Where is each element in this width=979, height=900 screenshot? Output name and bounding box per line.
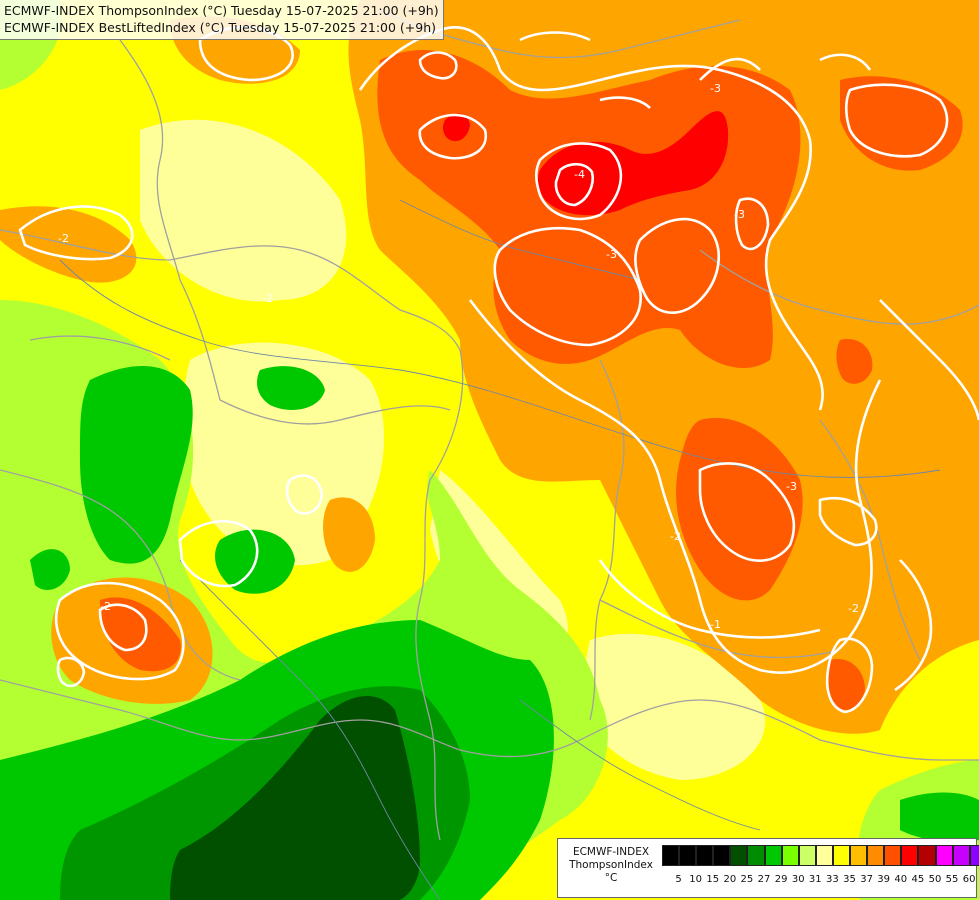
contour-label: -3 [606,248,617,261]
legend-swatch [679,845,697,866]
legend-tick: 60 [962,874,976,885]
legend-swatch [662,845,680,866]
legend-tick: 27 [757,874,771,885]
map-title-box: ECMWF-INDEX ThompsonIndex (°C) Tuesday 1… [0,0,444,40]
legend-swatch [832,845,851,866]
legend-tick: 37 [860,874,873,885]
legend-swatch [713,845,731,866]
contour-label: -3 [710,82,721,95]
legend-tick: 31 [808,874,822,885]
contour-label: -3 [734,208,745,221]
legend-tick: 55 [945,874,959,885]
contour-label: -3 [786,480,797,493]
red-zone [537,111,729,216]
legend-swatch [901,845,919,866]
legend-unit: °C [604,872,618,884]
pale-yellow-zone [580,633,766,780]
dark-orange-zone [826,659,865,710]
legend-tick: 15 [706,874,720,885]
legend-swatch [935,845,953,866]
contour-label: -2 [58,232,69,245]
legend-ticks: 5 10 15 20 25 27 29 30 31 33 35 37 39 40 45 50 55 60 [662,874,978,888]
contour-label: -4 [574,168,585,181]
map-title-bestlifted: ECMWF-INDEX BestLiftedIndex (°C) Tuesday… [4,20,437,35]
dark-orange-zone [836,339,873,384]
legend-tick: 45 [911,874,925,885]
legend-tick: 33 [826,874,839,885]
legend-swatch [798,845,816,866]
legend-tick: 39 [877,874,891,885]
green-zone [80,366,193,564]
legend-tick: 25 [740,874,754,885]
green-zone [257,366,325,410]
red-zone [442,113,470,142]
legend-tick: 40 [894,874,908,885]
map-title-thompson: ECMWF-INDEX ThompsonIndex (°C) Tuesday 1… [4,3,439,18]
legend-swatch [781,845,799,866]
green-zone [30,549,70,590]
legend-swatch [696,845,714,866]
legend-variable: ThompsonIndex [569,859,653,871]
contour-label: -2 [670,530,681,543]
contour-lines [18,25,979,714]
legend-tick: 30 [791,874,805,885]
legend-swatches [662,845,979,866]
contour-label: -2 [262,292,273,305]
legend-swatch [918,845,936,866]
contour-label: -2 [100,600,111,613]
rivers [59,199,941,900]
dark-orange-zone [100,597,181,672]
legend-swatch [952,845,970,866]
legend-swatch [815,845,833,866]
legend-swatch [730,845,748,866]
legend-swatch [764,845,782,866]
contour-label: -1 [710,618,721,631]
legend-swatch [867,845,885,866]
orange-zone [323,497,375,572]
legend-swatch [850,845,868,866]
legend-tick: 35 [843,874,856,885]
green-zone [900,792,979,842]
color-legend: ECMWF-INDEX ThompsonIndex °C 5 10 15 20 25 27… [557,838,979,898]
legend-tick: 29 [774,874,788,885]
legend-label: ECMWF-INDEX ThompsonIndex °C [564,846,658,885]
dark-green-zone [170,696,420,900]
dark-orange-zone [676,418,803,601]
legend-tick: 20 [723,874,737,885]
legend-swatch [969,845,979,866]
contour-labels: -4 -3 -3 -3 -3 -2 -2 -2 -2 -2 -1 [58,82,859,631]
legend-tick: 10 [689,874,702,885]
dark-orange-zone [736,189,773,249]
legend-swatch [747,845,765,866]
legend-model: ECMWF-INDEX [572,846,650,858]
contour-label: -2 [848,602,859,615]
legend-tick: 50 [928,874,942,885]
legend-tick: 5 [675,874,682,885]
legend-swatch [884,845,902,866]
